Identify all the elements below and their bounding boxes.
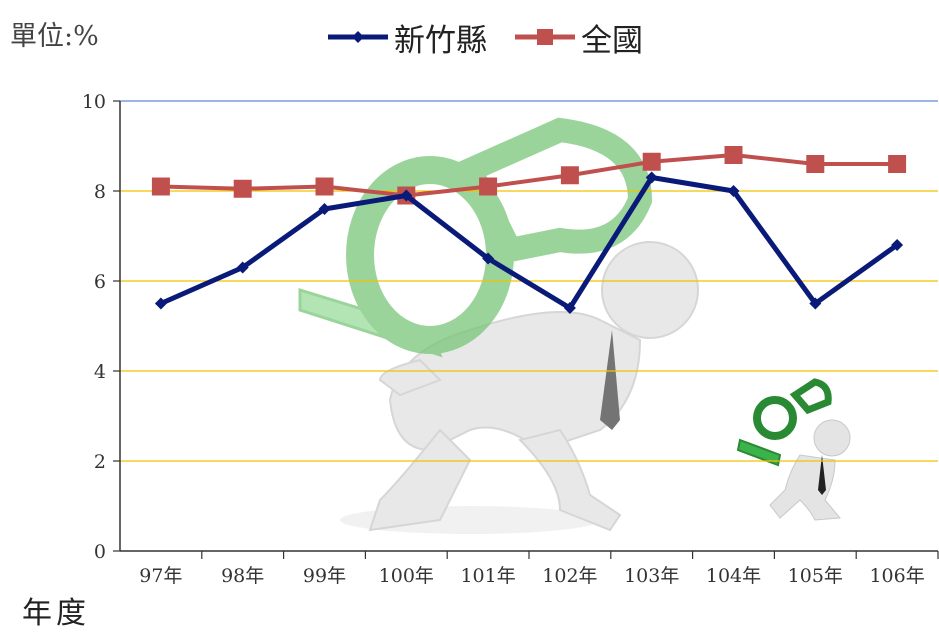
x-tick-label: 102年 bbox=[542, 565, 597, 587]
hsinchu-point bbox=[645, 171, 658, 184]
legend-item-national: 全國 bbox=[515, 15, 643, 60]
x-tick-label: 106年 bbox=[869, 565, 924, 587]
hsinchu-point bbox=[563, 302, 576, 314]
x-tick-label: 99年 bbox=[303, 565, 346, 587]
hsinchu-point bbox=[891, 239, 904, 251]
national-point bbox=[151, 177, 170, 196]
national-point bbox=[724, 146, 743, 164]
data-series bbox=[151, 146, 907, 314]
x-tick-label: 103年 bbox=[624, 565, 679, 587]
legend-marker-national-icon bbox=[515, 29, 575, 45]
x-tick-label: 101年 bbox=[460, 565, 515, 587]
x-tick-label: 98年 bbox=[221, 565, 264, 587]
national-point bbox=[233, 179, 252, 198]
hsinchu-point bbox=[400, 189, 413, 202]
hsinchu-point bbox=[154, 297, 167, 310]
y-tick-label: 0 bbox=[94, 541, 106, 563]
x-tick-label: 105年 bbox=[788, 565, 843, 587]
series-line-hsinchu bbox=[159, 175, 899, 311]
legend-item-hsinchu: 新竹縣 bbox=[328, 15, 487, 60]
y-tick-label: 2 bbox=[94, 451, 106, 473]
axes bbox=[113, 100, 939, 559]
hsinchu-point bbox=[809, 297, 822, 310]
national-point bbox=[888, 155, 907, 173]
x-tick-labels: 97年 98年 99年 100年 101年 102年 103年 104年 105年 106年 bbox=[139, 565, 924, 587]
national-point bbox=[479, 177, 498, 196]
x-axis-title: 年度 bbox=[22, 596, 90, 631]
national-point bbox=[642, 152, 661, 171]
job-illustration-icon bbox=[298, 117, 699, 534]
x-tick-label: 104年 bbox=[706, 565, 761, 587]
y-tick-label: 8 bbox=[94, 181, 106, 203]
national-point bbox=[315, 177, 334, 196]
x-tick-label: 97年 bbox=[139, 565, 182, 587]
national-point bbox=[560, 166, 579, 185]
y-tick-label: 10 bbox=[82, 91, 106, 113]
y-tick-label: 4 bbox=[94, 361, 106, 383]
national-point bbox=[806, 155, 825, 173]
y-tick-label: 6 bbox=[94, 271, 106, 293]
legend-marker-hsinchu-icon bbox=[328, 31, 388, 43]
small-job-figure-icon bbox=[736, 378, 851, 521]
hsinchu-point bbox=[482, 252, 495, 265]
y-tick-labels: 0 2 4 6 8 10 bbox=[82, 91, 106, 563]
legend-label-national: 全國 bbox=[581, 22, 643, 59]
legend-label-hsinchu: 新竹縣 bbox=[394, 22, 487, 59]
series-line-national bbox=[160, 153, 898, 198]
unit-label: 單位:% bbox=[10, 21, 99, 52]
hsinchu-point bbox=[236, 261, 249, 274]
legend: 新竹縣 全國 bbox=[328, 15, 643, 60]
x-tick-label: 100年 bbox=[379, 565, 434, 587]
hsinchu-point bbox=[727, 185, 740, 197]
hsinchu-point bbox=[318, 203, 331, 215]
